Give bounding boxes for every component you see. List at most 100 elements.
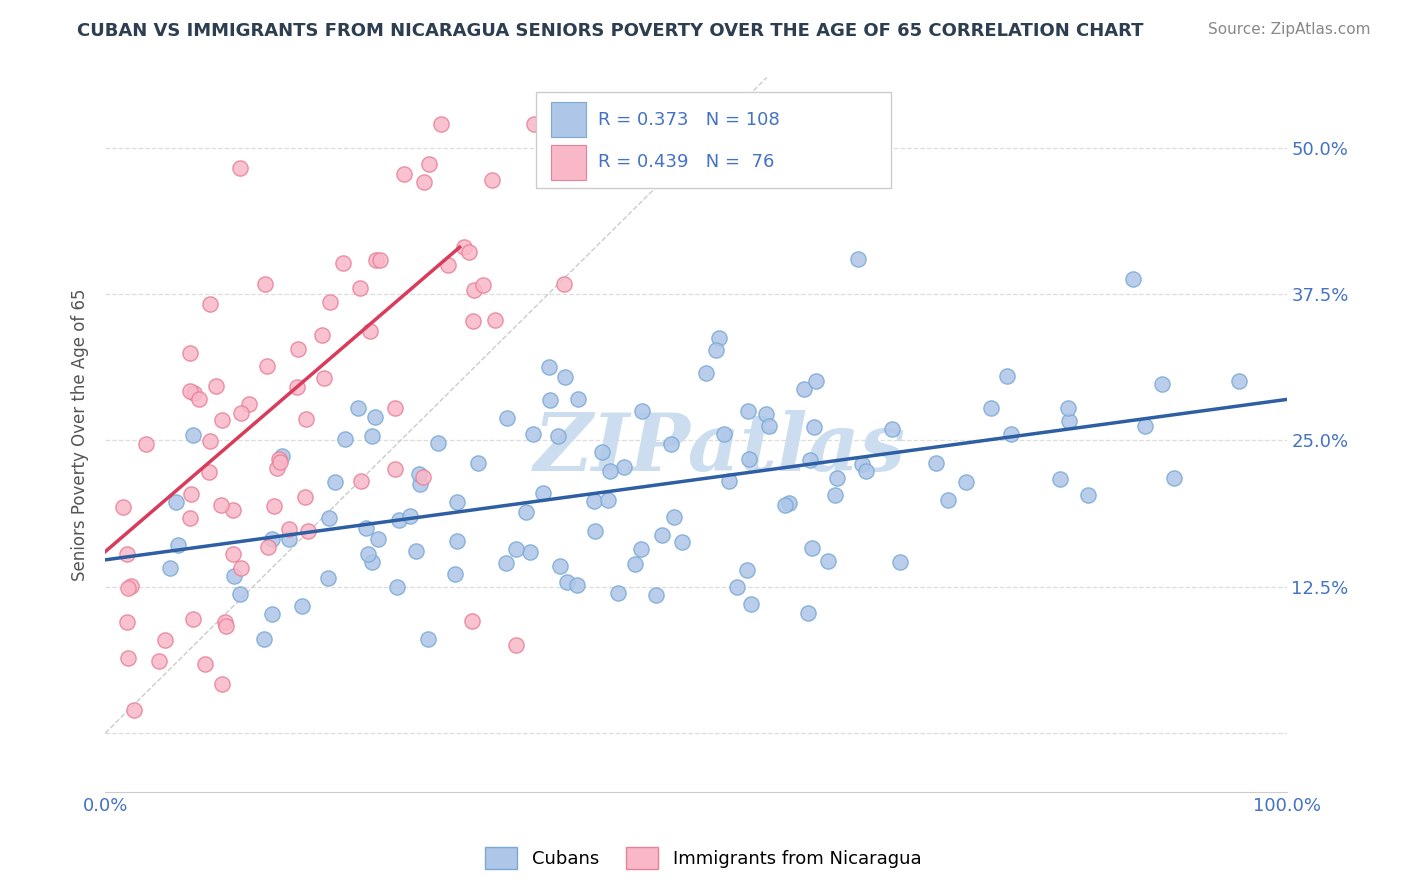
- Point: [737, 404, 759, 418]
- Point: [995, 368, 1018, 383]
- Point: [179, 346, 201, 360]
- Point: [214, 615, 236, 629]
- Point: [737, 451, 759, 466]
- Point: [291, 599, 314, 613]
- Point: [319, 294, 342, 309]
- Point: [333, 432, 356, 446]
- Point: [709, 117, 731, 131]
- Point: [463, 283, 485, 297]
- Point: [523, 117, 546, 131]
- Point: [495, 411, 517, 425]
- Point: [599, 464, 621, 478]
- Point: [314, 370, 336, 384]
- Point: [135, 436, 157, 450]
- Point: [522, 426, 544, 441]
- Point: [221, 547, 243, 561]
- Point: [188, 392, 211, 406]
- Point: [364, 252, 387, 267]
- Point: [613, 460, 636, 475]
- Point: [318, 510, 340, 524]
- Point: [718, 474, 741, 488]
- Point: [515, 505, 537, 519]
- Point: [505, 638, 527, 652]
- Point: [408, 467, 430, 482]
- Point: [179, 511, 201, 525]
- Point: [495, 556, 517, 570]
- Legend: Cubans, Immigrants from Nicaragua: Cubans, Immigrants from Nicaragua: [475, 838, 931, 879]
- Point: [426, 435, 449, 450]
- Point: [349, 474, 371, 488]
- Point: [505, 542, 527, 557]
- Point: [793, 382, 815, 396]
- Point: [222, 502, 245, 516]
- Point: [471, 277, 494, 292]
- Point: [461, 614, 484, 628]
- Y-axis label: Seniors Poverty Over the Age of 65: Seniors Poverty Over the Age of 65: [72, 288, 89, 581]
- Point: [117, 581, 139, 595]
- Point: [671, 535, 693, 549]
- Point: [277, 522, 299, 536]
- Point: [713, 427, 735, 442]
- Point: [229, 161, 252, 175]
- Point: [229, 586, 252, 600]
- Point: [416, 632, 439, 647]
- Point: [624, 557, 647, 571]
- Point: [287, 343, 309, 357]
- Point: [565, 577, 588, 591]
- Point: [111, 500, 134, 515]
- Point: [519, 544, 541, 558]
- Point: [799, 453, 821, 467]
- Point: [271, 449, 294, 463]
- Point: [704, 343, 727, 358]
- Point: [364, 410, 387, 425]
- Point: [800, 541, 823, 555]
- Point: [567, 392, 589, 406]
- Point: [537, 359, 560, 374]
- Point: [709, 331, 731, 345]
- Point: [211, 498, 233, 512]
- Point: [758, 418, 780, 433]
- Point: [481, 172, 503, 186]
- Point: [775, 498, 797, 512]
- Point: [256, 359, 278, 373]
- Point: [797, 606, 820, 620]
- Point: [755, 407, 778, 421]
- Bar: [551, 103, 586, 136]
- Point: [311, 328, 333, 343]
- Point: [583, 493, 606, 508]
- Point: [538, 392, 561, 407]
- Point: [368, 252, 391, 267]
- Point: [980, 401, 1002, 415]
- Point: [183, 385, 205, 400]
- FancyBboxPatch shape: [537, 92, 891, 188]
- Point: [167, 538, 190, 552]
- Point: [204, 378, 226, 392]
- Point: [554, 369, 576, 384]
- Point: [463, 313, 485, 327]
- Point: [606, 586, 628, 600]
- Point: [394, 168, 416, 182]
- Point: [880, 422, 903, 436]
- Point: [285, 379, 308, 393]
- Point: [444, 566, 467, 581]
- Point: [1057, 401, 1080, 415]
- Point: [548, 559, 571, 574]
- Point: [851, 458, 873, 472]
- Point: [231, 406, 253, 420]
- Point: [215, 618, 238, 632]
- Point: [806, 374, 828, 388]
- Point: [955, 475, 977, 489]
- Point: [446, 495, 468, 509]
- Point: [165, 494, 187, 508]
- Point: [555, 575, 578, 590]
- Point: [1152, 376, 1174, 391]
- Point: [531, 486, 554, 500]
- Point: [630, 404, 652, 418]
- Point: [180, 487, 202, 501]
- Point: [211, 676, 233, 690]
- Point: [253, 632, 276, 647]
- Point: [181, 428, 204, 442]
- Point: [725, 580, 748, 594]
- Point: [269, 455, 291, 469]
- Text: CUBAN VS IMMIGRANTS FROM NICARAGUA SENIORS POVERTY OVER THE AGE OF 65 CORRELATIO: CUBAN VS IMMIGRANTS FROM NICARAGUA SENIO…: [77, 22, 1144, 40]
